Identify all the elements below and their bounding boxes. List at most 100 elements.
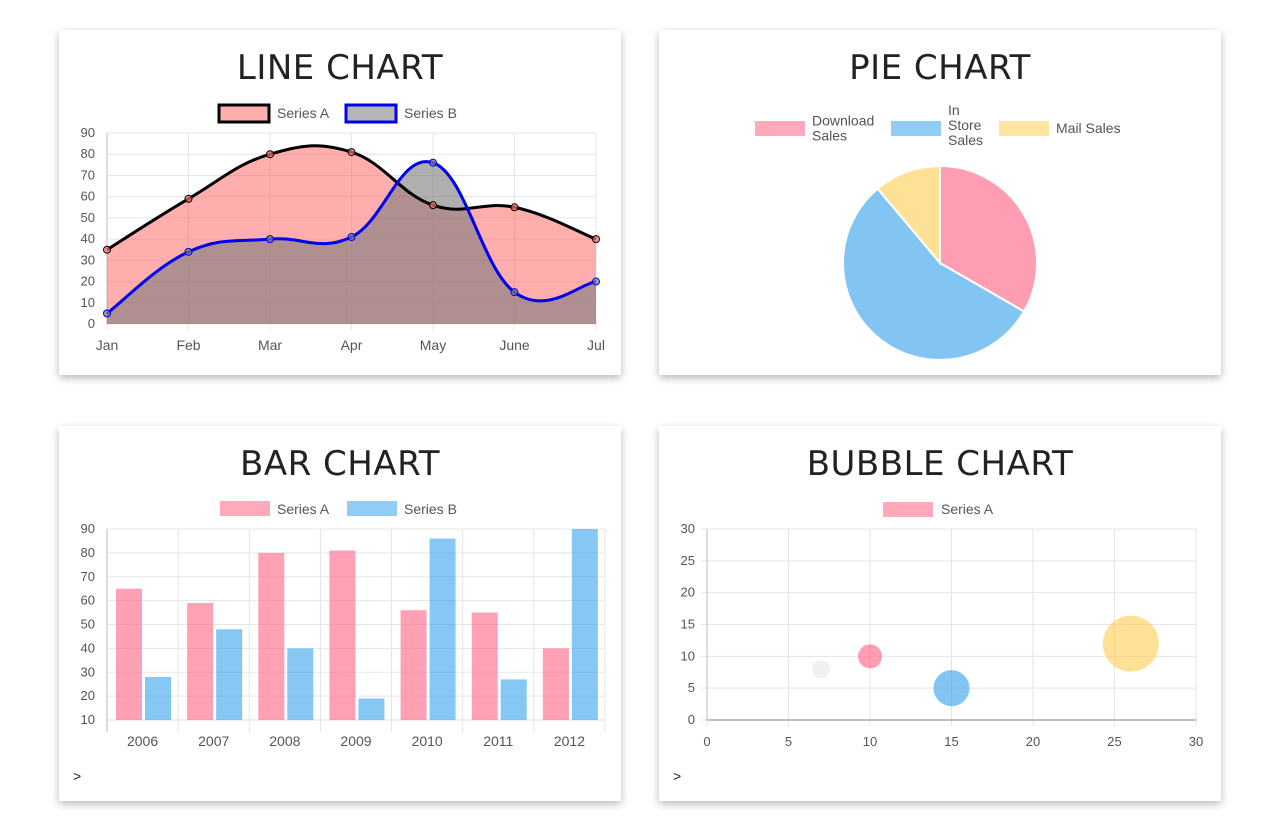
y-tick-label: 25 bbox=[681, 553, 695, 568]
y-tick-label: 10 bbox=[81, 295, 95, 310]
legend-swatch bbox=[344, 103, 398, 124]
data-point bbox=[347, 232, 356, 241]
data-point bbox=[103, 309, 111, 318]
bubble bbox=[812, 660, 831, 679]
legend-label: Series B bbox=[404, 105, 457, 121]
line-chart-card: LINE CHART 0 10 20 30 40 50 60 70 80 90 Jan Feb Mar A… bbox=[59, 30, 621, 375]
pie-chart-title: PIE CHART bbox=[849, 48, 1031, 88]
x-tick-label: 2009 bbox=[340, 733, 371, 749]
x-tick-label: 5 bbox=[785, 734, 792, 749]
x-tick-label: Jul bbox=[587, 337, 605, 353]
y-tick-label: 10 bbox=[681, 648, 695, 663]
y-tick-label: 30 bbox=[81, 664, 95, 679]
bar bbox=[287, 648, 314, 720]
y-tick-label: 60 bbox=[81, 189, 95, 204]
y-tick-label: 50 bbox=[81, 617, 95, 632]
legend-swatch bbox=[220, 501, 270, 516]
pie-chart-card: PIE CHART Download Sales In Store Sales Mail … bbox=[659, 30, 1221, 375]
data-point bbox=[266, 235, 274, 244]
expand-arrow[interactable]: > bbox=[73, 768, 82, 784]
y-tick-label: 50 bbox=[81, 210, 95, 225]
x-tick-label: Feb bbox=[176, 337, 200, 353]
bar bbox=[116, 588, 142, 720]
legend-swatch bbox=[883, 502, 933, 517]
pie-slice bbox=[939, 164, 1038, 313]
y-tick-label: 10 bbox=[81, 712, 95, 727]
bubble bbox=[933, 670, 970, 707]
y-tick-label: 20 bbox=[81, 688, 95, 703]
y-tick-label: 15 bbox=[681, 617, 695, 632]
bar-chart-card: BAR CHART 10 20 30 40 50 60 70 80 90 2006 2007 2008… bbox=[59, 426, 621, 801]
x-tick-label: 10 bbox=[863, 734, 877, 749]
data-point bbox=[510, 288, 519, 297]
data-point bbox=[510, 203, 519, 212]
y-tick-label: 5 bbox=[688, 680, 695, 695]
pie-chart: Download Sales In Store Sales Mail Sales bbox=[755, 102, 1121, 361]
data-point bbox=[103, 245, 111, 254]
x-tick-label: June bbox=[499, 337, 530, 353]
line-chart-title: LINE CHART bbox=[236, 48, 444, 88]
bar bbox=[542, 648, 569, 720]
y-tick-label: 20 bbox=[681, 585, 695, 600]
y-tick-label: 30 bbox=[681, 521, 695, 536]
y-tick-label: 80 bbox=[81, 545, 95, 560]
expand-arrow[interactable]: > bbox=[673, 768, 682, 784]
legend-label: Series B bbox=[404, 501, 457, 517]
legend-swatch bbox=[755, 121, 805, 136]
y-tick-label: 40 bbox=[81, 231, 95, 246]
x-tick-label: 20 bbox=[1026, 734, 1040, 749]
line-chart: 0 10 20 30 40 50 60 70 80 90 Jan Feb Mar Apr May June Ju… bbox=[81, 103, 605, 353]
legend-label: Series A bbox=[277, 501, 330, 517]
x-tick-label: 15 bbox=[944, 734, 958, 749]
bubble-chart-card: BUBBLE CHART 0 5 10 15 20 25 30 0 5 10 15 20 25 30 Ser… bbox=[659, 426, 1221, 801]
x-tick-label: 2012 bbox=[554, 733, 585, 749]
bubble-chart: 0 5 10 15 20 25 30 0 5 10 15 20 25 30 Series A bbox=[681, 501, 1204, 749]
x-tick-label: 2007 bbox=[198, 733, 229, 749]
y-tick-label: 20 bbox=[81, 274, 95, 289]
data-point bbox=[266, 150, 274, 159]
legend-label: Series A bbox=[941, 501, 994, 517]
y-tick-label: 30 bbox=[81, 252, 95, 267]
data-point bbox=[592, 235, 600, 244]
pie-slice bbox=[842, 187, 1026, 361]
y-tick-label: 90 bbox=[81, 125, 95, 140]
bar bbox=[216, 629, 243, 720]
bar bbox=[400, 610, 427, 720]
x-tick-label: 0 bbox=[703, 734, 710, 749]
bar bbox=[571, 529, 598, 720]
bar-chart: 10 20 30 40 50 60 70 80 90 2006 2007 2008 2009 2010 20… bbox=[81, 501, 606, 749]
x-tick-label: 30 bbox=[1189, 734, 1203, 749]
x-tick-label: 25 bbox=[1107, 734, 1121, 749]
pie-slice bbox=[876, 164, 941, 266]
y-tick-label: 70 bbox=[81, 167, 95, 182]
legend-label: In Store Sales bbox=[948, 102, 983, 148]
bar bbox=[329, 550, 356, 720]
legend-swatch bbox=[217, 103, 271, 124]
x-tick-label: 2010 bbox=[412, 733, 443, 749]
data-point bbox=[184, 194, 193, 203]
x-tick-label: Apr bbox=[341, 337, 363, 353]
data-point bbox=[592, 277, 600, 286]
data-point bbox=[429, 201, 437, 210]
y-tick-label: 90 bbox=[81, 521, 95, 536]
x-tick-label: May bbox=[420, 337, 446, 353]
x-tick-label: Jan bbox=[96, 337, 119, 353]
bar bbox=[471, 612, 498, 720]
x-tick-label: 2011 bbox=[483, 733, 513, 749]
bubble bbox=[858, 644, 882, 669]
series-area bbox=[107, 161, 596, 324]
x-tick-label: 2006 bbox=[127, 733, 158, 749]
bubble-chart-title: BUBBLE CHART bbox=[806, 444, 1074, 484]
legend-swatch bbox=[999, 121, 1049, 136]
bar bbox=[500, 679, 527, 720]
data-point bbox=[347, 148, 356, 157]
y-tick-label: 70 bbox=[81, 569, 95, 584]
x-tick-label: 2008 bbox=[269, 733, 300, 749]
legend-label: Series A bbox=[277, 105, 330, 121]
data-point bbox=[429, 158, 437, 167]
legend-swatch bbox=[347, 501, 397, 516]
bar bbox=[145, 677, 171, 720]
bubble bbox=[1102, 615, 1159, 672]
y-tick-label: 60 bbox=[81, 593, 95, 608]
legend-label: Download Sales bbox=[812, 113, 874, 144]
